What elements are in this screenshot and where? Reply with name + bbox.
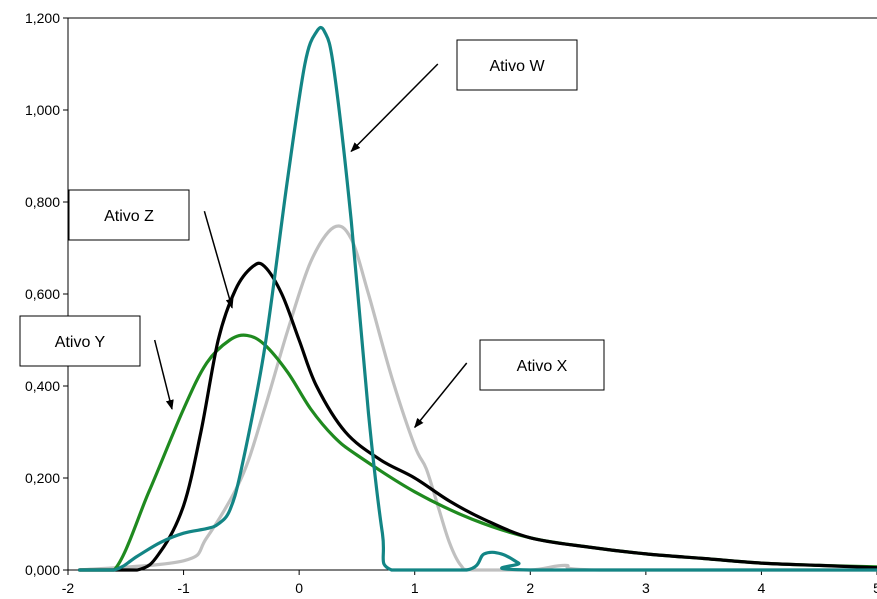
- callouts: Ativo W Ativo Z Ativo Y Ativo X: [19, 39, 605, 429]
- y-tick-label: 0,000: [25, 562, 60, 578]
- callout-label: Ativo X: [517, 358, 568, 375]
- series-line-ativo-x: [78, 224, 877, 572]
- x-tick-label: 4: [758, 580, 766, 596]
- callout-arrow: [203, 210, 234, 309]
- x-tick-label: 3: [642, 580, 650, 596]
- series-layer: [78, 25, 877, 572]
- y-tick-label: 1,000: [25, 102, 60, 118]
- callout-box: [68, 189, 190, 241]
- callout-arrow: [153, 339, 174, 410]
- x-ticks: -2 -1 0 1 2 3 4 5: [62, 570, 877, 596]
- y-tick-label: 0,600: [25, 286, 60, 302]
- x-tick-label: 1: [411, 580, 419, 596]
- callout-label: Ativo W: [489, 58, 545, 75]
- series-line-ativo-z: [78, 261, 877, 572]
- y-tick-label: 0,800: [25, 194, 60, 210]
- y-ticks: 0,000 0,200 0,400 0,600 0,800 1,000 1,200: [25, 10, 68, 578]
- series-line-ativo-w: [78, 25, 877, 572]
- callout-arrow: [414, 362, 468, 429]
- callout-box: [479, 339, 605, 391]
- y-tick-label: 0,200: [25, 470, 60, 486]
- callout-ativo-x: Ativo X: [414, 339, 605, 429]
- callout-label: Ativo Y: [55, 334, 106, 351]
- callout-ativo-w: Ativo W: [350, 39, 578, 153]
- callout-arrow: [350, 63, 439, 153]
- x-tick-label: -2: [62, 580, 75, 596]
- callout-box: [456, 39, 578, 91]
- y-tick-label: 1,200: [25, 10, 60, 26]
- x-tick-label: -1: [177, 580, 190, 596]
- callout-box: [19, 315, 141, 367]
- callout-label: Ativo Z: [104, 208, 154, 225]
- y-tick-label: 0,400: [25, 378, 60, 394]
- series-line-ativo-y: [78, 333, 877, 572]
- x-tick-label: 0: [295, 580, 303, 596]
- callout-ativo-z: Ativo Z: [68, 189, 234, 309]
- x-tick-label: 5: [873, 580, 877, 596]
- x-tick-label: 2: [526, 580, 534, 596]
- callout-ativo-y: Ativo Y: [19, 315, 174, 410]
